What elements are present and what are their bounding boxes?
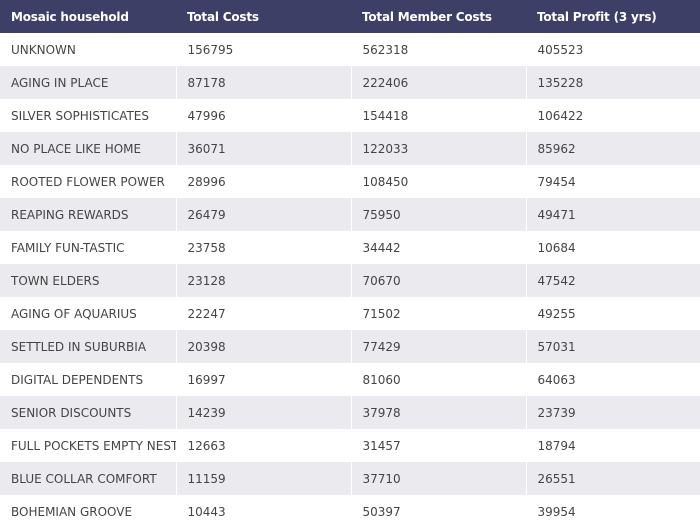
cell-total-member-costs: 562318 [351,33,527,66]
cell-total-costs: 28996 [176,165,352,198]
column-header-mosaic-household[interactable]: Mosaic household [11,9,129,24]
cell-total-member-costs: 31457 [351,429,527,462]
column-header-total-costs[interactable]: Total Costs [187,9,259,24]
cell-mosaic-household: FAMILY FUN-TASTIC [0,231,177,264]
cell-mosaic-household: SENIOR DISCOUNTS [0,396,177,429]
cell-total-costs: 156795 [176,33,352,66]
cell-total-costs: 36071 [176,132,352,165]
table-header: Mosaic household Total Costs Total Membe… [0,0,700,33]
cell-total-costs: 11159 [176,462,352,495]
cell-total-profit: 26551 [537,471,576,486]
table-row: BOHEMIAN GROOVE 10443 50397 39954 [0,495,700,528]
table-row: SETTLED IN SUBURBIA 20398 77429 57031 [0,330,700,363]
column-header-total-profit[interactable]: Total Profit (3 yrs) [537,9,657,24]
table-row: REAPING REWARDS 26479 75950 49471 [0,198,700,231]
column-header-total-member-costs[interactable]: Total Member Costs [362,9,492,24]
table-row: ROOTED FLOWER POWER 28996 108450 79454 [0,165,700,198]
cell-total-costs: 26479 [176,198,352,231]
cell-total-costs: 23128 [176,264,352,297]
cell-mosaic-household: SILVER SOPHISTICATES [0,99,177,132]
cell-mosaic-household: FULL POCKETS EMPTY NESTS [0,429,177,462]
cell-total-member-costs: 34442 [351,231,527,264]
cell-total-costs: 20398 [176,330,352,363]
cell-mosaic-household: AGING OF AQUARIUS [0,297,177,330]
cell-total-member-costs: 122033 [351,132,527,165]
cell-total-member-costs: 154418 [351,99,527,132]
cell-total-member-costs: 108450 [351,165,527,198]
cell-total-profit: 405523 [537,42,584,57]
cell-total-costs: 12663 [176,429,352,462]
cell-mosaic-household: TOWN ELDERS [0,264,177,297]
table-row: NO PLACE LIKE HOME 36071 122033 85962 [0,132,700,165]
cell-total-member-costs: 81060 [351,363,527,396]
cell-mosaic-household: REAPING REWARDS [0,198,177,231]
cell-total-profit: 47542 [537,273,576,288]
cell-total-profit: 18794 [537,438,576,453]
cell-mosaic-household: BOHEMIAN GROOVE [0,495,177,528]
cell-total-member-costs: 75950 [351,198,527,231]
cell-total-profit: 10684 [537,240,576,255]
table-row: BLUE COLLAR COMFORT 11159 37710 26551 [0,462,700,495]
cell-total-costs: 16997 [176,363,352,396]
cell-total-profit: 135228 [537,75,584,90]
table-row: AGING IN PLACE 87178 222406 135228 [0,66,700,99]
cell-mosaic-household: SETTLED IN SUBURBIA [0,330,177,363]
table-row: SILVER SOPHISTICATES 47996 154418 106422 [0,99,700,132]
cell-total-profit: 85962 [537,141,576,156]
cell-mosaic-household: ROOTED FLOWER POWER [0,165,177,198]
table-row: TOWN ELDERS 23128 70670 47542 [0,264,700,297]
cell-mosaic-household: UNKNOWN [0,33,177,66]
cell-total-costs: 23758 [176,231,352,264]
table-row: FULL POCKETS EMPTY NESTS 12663 31457 18794 [0,429,700,462]
cell-total-member-costs: 77429 [351,330,527,363]
cell-total-member-costs: 70670 [351,264,527,297]
table-row: FAMILY FUN-TASTIC 23758 34442 10684 [0,231,700,264]
cell-total-member-costs: 71502 [351,297,527,330]
cell-total-profit: 57031 [537,339,576,354]
cell-total-profit: 23739 [537,405,576,420]
cell-total-profit: 79454 [537,174,576,189]
cell-total-costs: 87178 [176,66,352,99]
cell-total-costs: 22247 [176,297,352,330]
cell-total-member-costs: 222406 [351,66,527,99]
table-body: UNKNOWN 156795 562318 405523 AGING IN PLACE 8… [0,33,700,528]
cell-mosaic-household: NO PLACE LIKE HOME [0,132,177,165]
table-row: AGING OF AQUARIUS 22247 71502 49255 [0,297,700,330]
cell-total-member-costs: 37978 [351,396,527,429]
table-row: SENIOR DISCOUNTS 14239 37978 23739 [0,396,700,429]
cell-total-profit: 49471 [537,207,576,222]
cell-mosaic-household: DIGITAL DEPENDENTS [0,363,177,396]
cell-total-costs: 47996 [176,99,352,132]
cell-mosaic-household: AGING IN PLACE [0,66,177,99]
table-row: UNKNOWN 156795 562318 405523 [0,33,700,66]
cell-total-profit: 106422 [537,108,584,123]
cell-total-member-costs: 50397 [351,495,527,528]
header-row: Mosaic household Total Costs Total Membe… [0,0,700,33]
table-row: DIGITAL DEPENDENTS 16997 81060 64063 [0,363,700,396]
cell-total-profit: 39954 [537,504,576,519]
cell-total-profit: 49255 [537,306,576,321]
cell-total-costs: 14239 [176,396,352,429]
cell-total-profit: 64063 [537,372,576,387]
cell-total-costs: 10443 [176,495,352,528]
cell-total-member-costs: 37710 [351,462,527,495]
cell-mosaic-household: BLUE COLLAR COMFORT [0,462,177,495]
